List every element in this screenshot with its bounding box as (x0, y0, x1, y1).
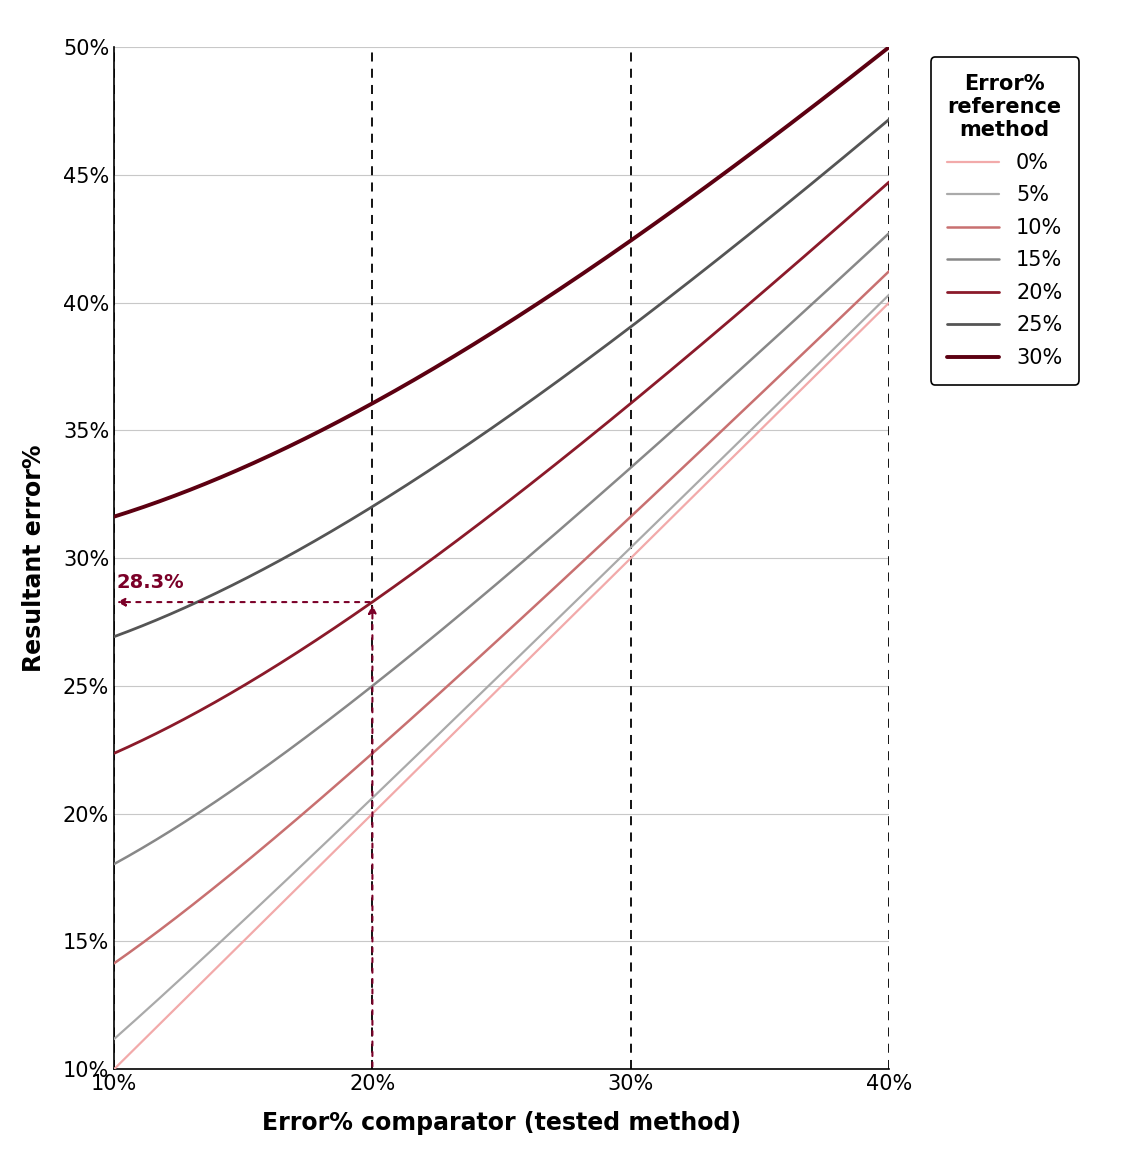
5% (742, 424, 756, 438)
20% (475, 515, 489, 529)
Text: 28.3%: 28.3% (116, 573, 185, 592)
10% (864, 282, 878, 296)
15% (569, 509, 583, 523)
10% (107, 956, 121, 971)
30% (742, 148, 756, 162)
0% (527, 647, 540, 662)
5% (107, 1032, 121, 1046)
10% (569, 562, 583, 576)
30% (882, 40, 896, 54)
Line: 0%: 0% (114, 303, 889, 1069)
0% (569, 606, 583, 620)
0% (480, 693, 494, 707)
10% (527, 600, 540, 615)
30% (475, 333, 489, 347)
Legend: 0%, 5%, 10%, 15%, 20%, 25%, 30%: 0%, 5%, 10%, 15%, 20%, 25%, 30% (930, 58, 1078, 384)
5% (527, 636, 540, 650)
25% (480, 424, 494, 438)
5% (475, 685, 489, 699)
0% (882, 296, 896, 310)
20% (742, 296, 756, 310)
25% (475, 428, 489, 442)
30% (107, 510, 121, 524)
0% (107, 1062, 121, 1076)
25% (742, 227, 756, 241)
20% (527, 475, 540, 489)
25% (882, 113, 896, 127)
15% (864, 243, 878, 257)
Line: 25%: 25% (114, 120, 889, 637)
25% (107, 630, 121, 644)
30% (569, 271, 583, 286)
10% (480, 643, 494, 657)
5% (480, 680, 494, 694)
Line: 10%: 10% (114, 271, 889, 964)
20% (569, 442, 583, 456)
0% (864, 314, 878, 328)
15% (527, 545, 540, 559)
25% (569, 361, 583, 375)
5% (569, 595, 583, 609)
Line: 15%: 15% (114, 233, 889, 864)
0% (475, 698, 489, 712)
20% (882, 175, 896, 189)
10% (475, 647, 489, 662)
Line: 30%: 30% (114, 47, 889, 517)
25% (864, 128, 878, 142)
15% (742, 354, 756, 368)
20% (864, 192, 878, 206)
30% (864, 55, 878, 69)
15% (107, 857, 121, 871)
20% (107, 746, 121, 760)
15% (480, 585, 494, 599)
X-axis label: Error% comparator (tested method): Error% comparator (tested method) (262, 1110, 741, 1135)
Line: 20%: 20% (114, 182, 889, 753)
15% (475, 589, 489, 603)
25% (527, 391, 540, 405)
30% (480, 329, 494, 343)
Line: 5%: 5% (114, 295, 889, 1039)
30% (527, 300, 540, 314)
0% (742, 434, 756, 448)
10% (742, 397, 756, 411)
Y-axis label: Resultant error%: Resultant error% (22, 444, 47, 672)
10% (882, 264, 896, 278)
15% (882, 226, 896, 240)
5% (882, 288, 896, 302)
5% (864, 306, 878, 320)
20% (480, 511, 494, 525)
